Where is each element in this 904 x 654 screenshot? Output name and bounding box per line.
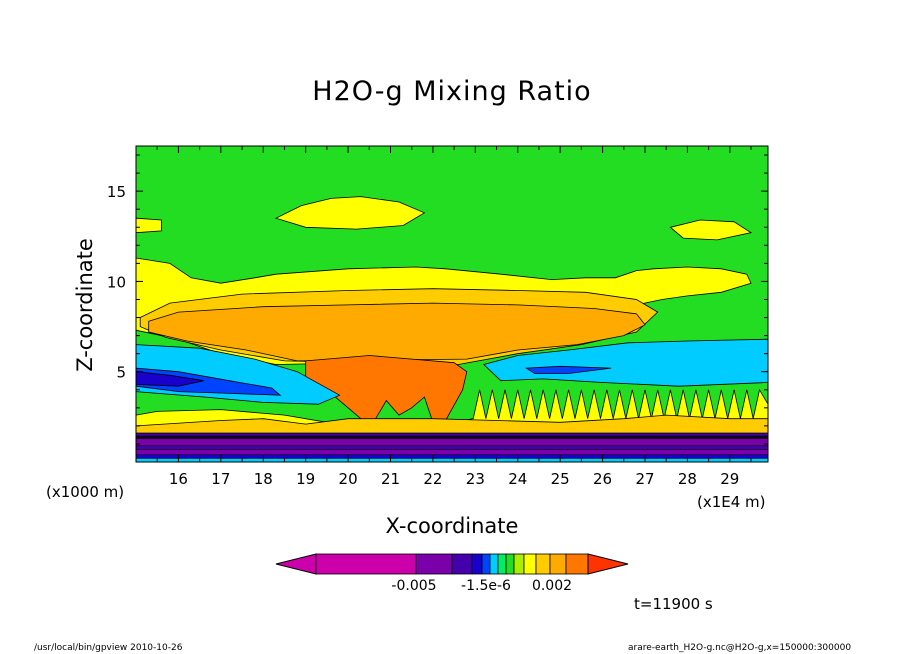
x-axis-label: X-coordinate <box>385 514 519 538</box>
contour-core <box>305 355 468 423</box>
colorbar-segment <box>549 553 567 575</box>
colorbar: -0.005 -1.5e-6 0.002 <box>275 553 629 594</box>
x-tick-label: 26 <box>593 470 612 488</box>
colorbar-segment <box>513 553 525 575</box>
colorbar-arrow-right <box>587 553 629 575</box>
colorbar-arrow-left <box>275 553 317 575</box>
colorbar-segment <box>523 553 537 575</box>
colorbar-segment <box>451 553 473 575</box>
colorbar-segment <box>471 553 483 575</box>
x-tick-label: 17 <box>211 470 230 488</box>
contour-field <box>136 146 768 462</box>
contour-stripe-purple-2 <box>136 449 768 456</box>
x-tick-label: 27 <box>635 470 654 488</box>
contour-navy-left <box>136 371 204 387</box>
x-tick-label: 23 <box>466 470 485 488</box>
x-tick-label: 24 <box>508 470 527 488</box>
y-axis-label: Z-coordinate <box>73 238 97 372</box>
x-tick-label: 19 <box>296 470 315 488</box>
colorbar-tick-label: -0.005 <box>391 578 436 594</box>
contour-left-blob <box>136 217 162 234</box>
contour-stripe-navy <box>136 454 768 459</box>
x-tick-label: 22 <box>423 470 442 488</box>
x-tick-label: 28 <box>678 470 697 488</box>
x-axis-unit: (x1E4 m) <box>697 493 766 511</box>
x-tick-label: 21 <box>381 470 400 488</box>
contour-blue-left <box>136 367 282 396</box>
contour-stripe-cyan <box>136 458 768 462</box>
colorbar-segment <box>565 553 589 575</box>
time-annotation: t=11900 s <box>634 595 713 613</box>
contour-upper-blob <box>274 196 426 230</box>
footer-right: arare-earth_H2O-g.nc@H2O-g,x=150000:3000… <box>628 643 852 653</box>
y-tick-label: 10 <box>107 273 126 291</box>
colorbar-segment <box>415 553 453 575</box>
contour-low-yellow <box>136 388 768 427</box>
contour-low-gold <box>136 414 768 434</box>
colorbar-segment <box>535 553 551 575</box>
contour-anvil-orange <box>148 302 646 362</box>
plot-frame <box>135 145 769 463</box>
colorbar-segment <box>315 553 417 575</box>
axis-ticks: 16 17 18 19 20 21 22 23 24 25 26 27 28 29 5 10 15 <box>107 146 768 488</box>
y-tick-label: 5 <box>116 364 126 382</box>
contour-stripe-indigo-2 <box>136 445 768 450</box>
y-axis-unit: (x1000 m) <box>46 483 125 501</box>
x-tick-label: 16 <box>169 470 188 488</box>
contour-right-blob <box>669 219 753 241</box>
contour-cyan-right <box>483 338 768 387</box>
chart-title: H2O-g Mixing Ratio <box>312 76 592 107</box>
contour-stripe-purple-1 <box>136 438 768 447</box>
x-tick-label: 25 <box>551 470 570 488</box>
colorbar-tick-label: 0.002 <box>532 578 572 594</box>
colorbar-segment <box>481 553 491 575</box>
x-tick-label: 18 <box>254 470 273 488</box>
colorbar-segment <box>497 553 507 575</box>
colorbar-segment <box>505 553 515 575</box>
colorbar-segment <box>489 553 499 575</box>
y-tick-label: 15 <box>107 183 126 201</box>
colorbar-tick-label: -1.5e-6 <box>461 578 511 594</box>
footer-left: /usr/local/bin/gpview 2010-10-26 <box>34 643 183 653</box>
contour-blue-right <box>524 365 612 374</box>
x-tick-label: 29 <box>720 470 739 488</box>
x-tick-label: 20 <box>339 470 358 488</box>
